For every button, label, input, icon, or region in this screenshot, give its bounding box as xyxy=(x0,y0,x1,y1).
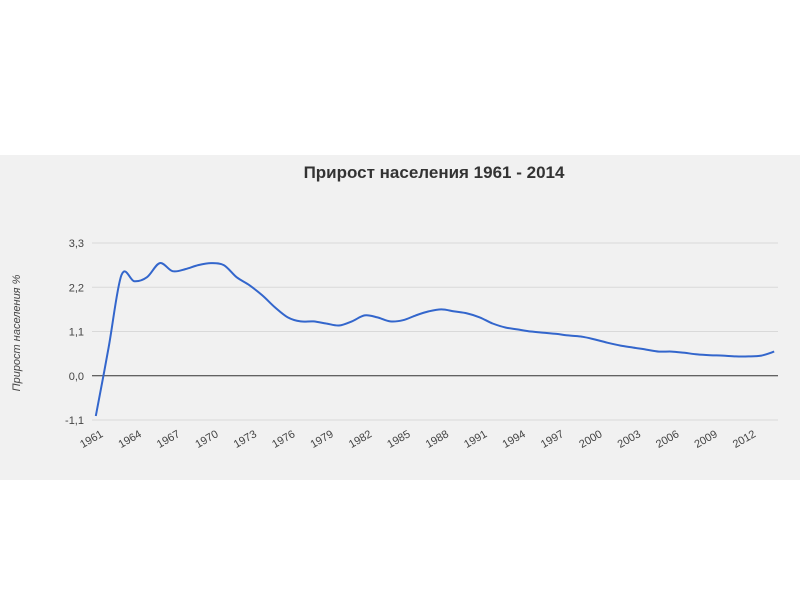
x-tick-label: 1991 xyxy=(462,428,489,451)
x-tick-label: 1994 xyxy=(500,428,527,451)
x-tick-label: 1988 xyxy=(424,428,451,451)
x-tick-label: 1964 xyxy=(117,428,144,451)
x-tick-label: 1961 xyxy=(78,428,105,451)
chart-panel: Прирост населения 1961 - 2014 3,3 2,2 1,1 0… xyxy=(0,155,800,480)
x-tick-label: 2000 xyxy=(577,428,604,451)
x-tick-label: 1973 xyxy=(232,428,259,451)
x-tick-label: 1979 xyxy=(309,428,336,451)
x-tick-label: 2009 xyxy=(692,428,719,451)
y-tick-label: -1,1 xyxy=(65,415,84,427)
x-tick-label: 1970 xyxy=(193,428,220,451)
y-tick-label: 1,1 xyxy=(69,327,84,339)
x-tick-label: 1976 xyxy=(270,428,297,451)
x-tick-label: 2012 xyxy=(731,428,758,451)
x-tick-label: 1997 xyxy=(539,428,566,451)
x-tick-label: 1982 xyxy=(347,428,374,451)
y-tick-label: 2,2 xyxy=(69,282,84,294)
y-axis-label: Прирост населения % xyxy=(11,274,23,391)
chart-title: Прирост населения 1961 - 2014 xyxy=(303,163,565,182)
x-tick-label: 2006 xyxy=(654,428,681,451)
x-tick-label: 2003 xyxy=(616,428,643,451)
x-tick-label: 1985 xyxy=(385,428,412,451)
y-tick-label: 0,0 xyxy=(69,371,84,383)
series-line xyxy=(94,262,775,417)
x-tick-label: 1967 xyxy=(155,428,182,451)
line-chart: 3,3 2,2 1,1 0,0 -1,1 1961 1964 1967 1970 1973 197… xyxy=(11,238,778,451)
y-tick-label: 3,3 xyxy=(69,238,84,250)
